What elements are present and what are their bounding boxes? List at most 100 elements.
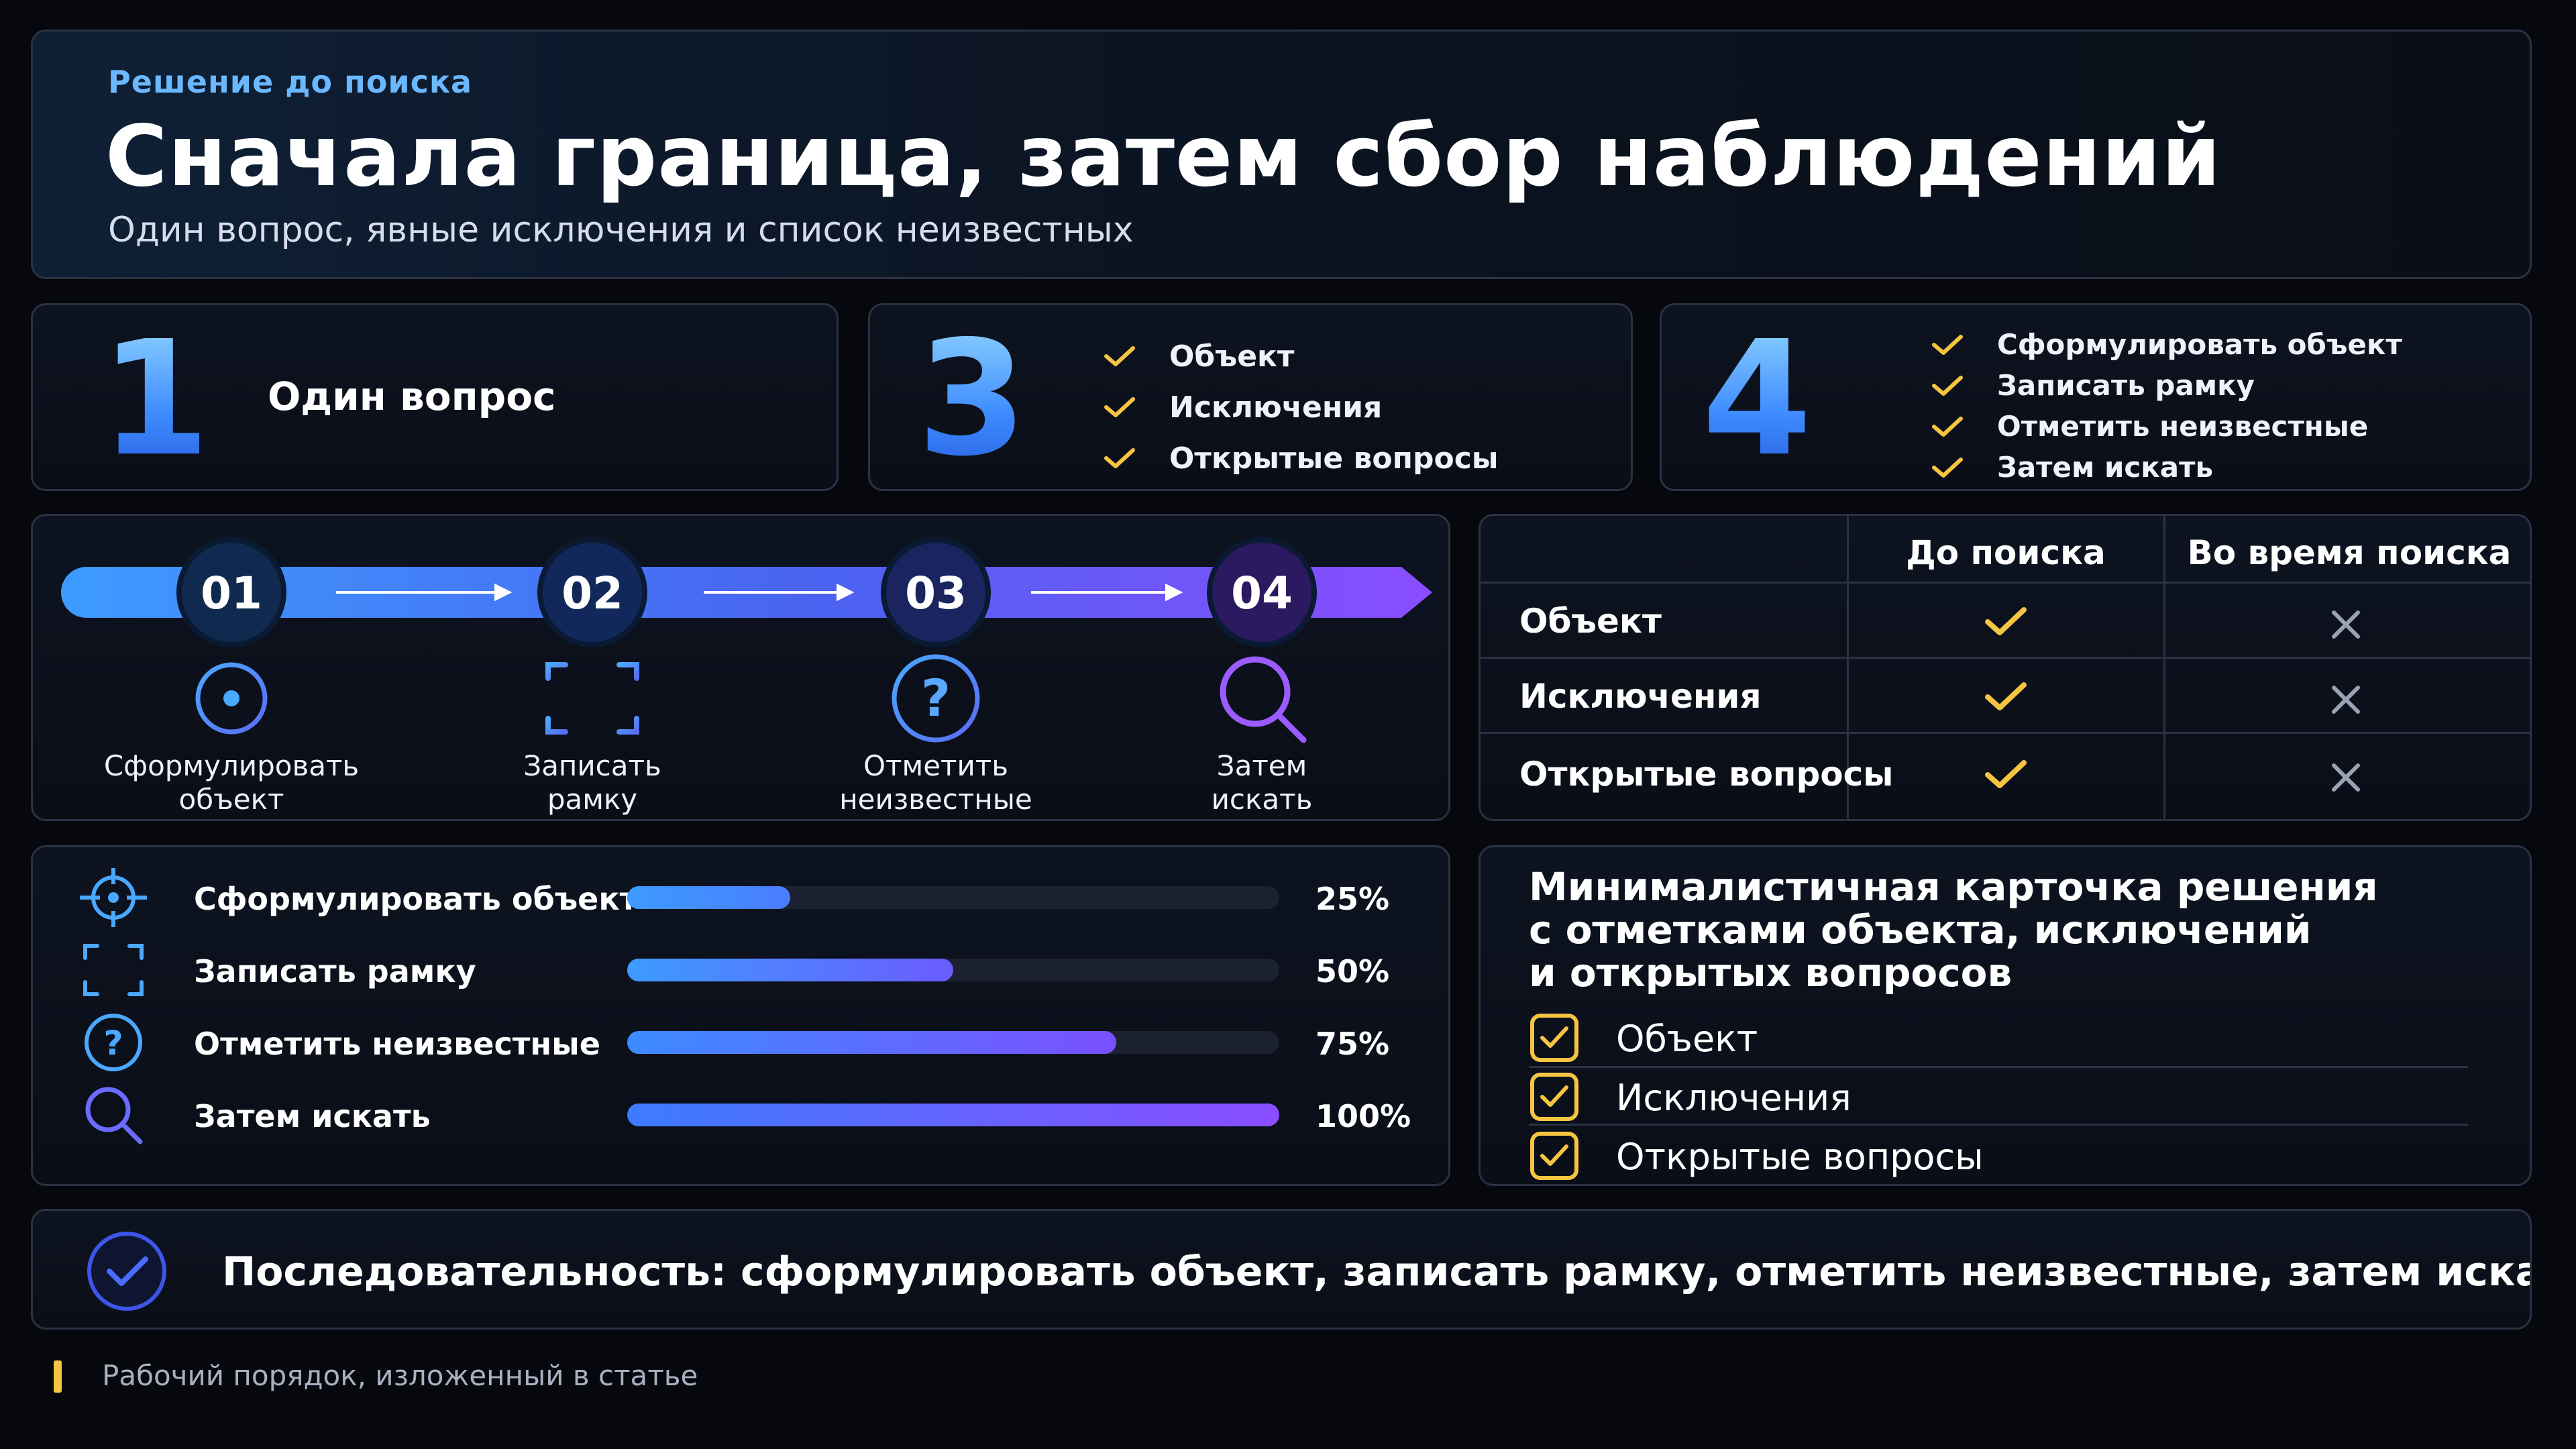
crosshair-icon	[183, 650, 280, 747]
stat-number: 4	[1702, 307, 1813, 491]
caption-text: Рабочий порядок, изложенный в статье	[102, 1359, 698, 1392]
progress-fill	[627, 1031, 1116, 1054]
table-divider	[2163, 516, 2165, 819]
cross-icon	[2332, 610, 2360, 639]
check-icon	[1104, 448, 1135, 468]
check-icon	[1985, 607, 2027, 635]
progress-value: 25%	[1316, 881, 1390, 917]
column-header-during: Во время поиска	[2187, 533, 2512, 572]
progress-track	[627, 886, 1279, 909]
svg-text:?: ?	[921, 668, 951, 728]
check-icon	[1985, 760, 2027, 788]
cross-icon	[2332, 686, 2360, 714]
flow-connector-arrow	[704, 583, 855, 602]
list-item: Сформулировать объект	[1930, 324, 2402, 365]
check-icon	[1932, 375, 1963, 396]
table-divider	[1481, 582, 2530, 584]
check-icon	[1985, 682, 2027, 710]
check-icon	[1104, 346, 1135, 366]
step-label-01: Сформулировать объект	[103, 749, 360, 816]
header-card: Решение до поиска Сначала граница, затем…	[31, 30, 2532, 279]
check-icon	[1932, 416, 1963, 437]
svg-text:?: ?	[103, 1024, 123, 1063]
page-subtitle: Один вопрос, явные исключения и список н…	[108, 210, 1134, 250]
stat-card-one-question: 1 Один вопрос	[31, 303, 839, 491]
summary-text: Последовательность: сформулировать объек…	[222, 1248, 2532, 1295]
progress-row: Затем искать 100%	[33, 1085, 1448, 1145]
comparison-table: До поиска Во время поиска Объект Исключе…	[1479, 514, 2532, 821]
decision-checkbox-row: Открытые вопросы	[1529, 1128, 2481, 1184]
progress-track	[627, 1031, 1279, 1054]
progress-card: Сформулировать объект 25% Записать рамку…	[31, 845, 1450, 1186]
stat-card-three-items: 3 Объект Исключения Открытые вопросы	[868, 303, 1633, 491]
divider	[1529, 1066, 2468, 1068]
step-label-04: Затем искать	[1211, 749, 1313, 816]
caption-accent-bar	[54, 1360, 62, 1393]
crosshair-icon	[80, 868, 147, 927]
stat-label: Один вопрос	[268, 374, 556, 419]
svg-text:02: 02	[561, 568, 623, 619]
progress-fill	[627, 1104, 1279, 1126]
check-list: Сформулировать объект Записать рамку Отм…	[1930, 324, 2402, 488]
frame-corners-icon	[545, 662, 639, 735]
progress-fill	[627, 959, 953, 981]
flow-connector-arrow	[336, 583, 513, 602]
page-title: Сначала граница, затем сбор наблюдений	[105, 107, 2222, 205]
stat-card-four-steps: 4 Сформулировать объект Записать рамку О…	[1660, 303, 2532, 491]
check-circle-icon	[87, 1232, 166, 1311]
svg-text:03: 03	[905, 568, 967, 619]
check-icon	[1932, 334, 1963, 355]
svg-text:04: 04	[1231, 568, 1293, 619]
divider	[1529, 1124, 2468, 1126]
frame-corners-icon	[83, 944, 144, 996]
progress-track	[627, 1104, 1279, 1126]
question-circle-icon: ?	[892, 654, 980, 743]
progress-row: Записать рамку 50%	[33, 940, 1448, 1000]
list-item: Объект	[1102, 331, 1499, 382]
progress-row: ? Отметить неизвестные 75%	[33, 1012, 1448, 1073]
progress-value: 50%	[1316, 953, 1390, 989]
progress-value: 100%	[1316, 1098, 1411, 1134]
checkbox-checked-icon	[1530, 1014, 1578, 1062]
question-circle-icon: ?	[85, 1014, 142, 1071]
decision-card: Минималистичная карточка решения с отмет…	[1479, 845, 2532, 1186]
table-row-label: Объект	[1519, 602, 1662, 641]
check-list: Объект Исключения Открытые вопросы	[1102, 331, 1499, 484]
column-header-before: До поиска	[1906, 533, 2106, 572]
step-label-02: Записать рамку	[523, 749, 661, 816]
eyebrow-label: Решение до поиска	[108, 64, 473, 100]
step-badge-03: 03	[881, 537, 991, 647]
table-divider	[1481, 732, 2530, 734]
cross-icon	[2332, 763, 2360, 792]
list-item: Затем искать	[1930, 447, 2402, 488]
step-label-03: Отметить неизвестные	[839, 749, 1032, 816]
table-divider	[1847, 516, 1849, 819]
step-badge-01: 01	[176, 537, 286, 647]
list-item: Исключения	[1102, 382, 1499, 433]
svg-text:01: 01	[201, 568, 262, 619]
summary-card: Последовательность: сформулировать объек…	[31, 1209, 2532, 1330]
decision-checkbox-row: Исключения	[1529, 1069, 2481, 1126]
checkbox-checked-icon	[1530, 1132, 1578, 1180]
table-row-label: Исключения	[1519, 677, 1762, 716]
list-item: Отметить неизвестные	[1930, 406, 2402, 447]
table-row-label: Открытые вопросы	[1519, 755, 1894, 794]
checkbox-checked-icon	[1530, 1073, 1578, 1121]
flow-connector-arrow	[1031, 583, 1183, 602]
step-badge-04: 04	[1207, 537, 1317, 647]
magnifier-icon	[85, 1087, 143, 1144]
progress-value: 75%	[1316, 1026, 1390, 1062]
check-icon	[1104, 397, 1135, 417]
list-item: Открытые вопросы	[1102, 433, 1499, 484]
check-icon	[1932, 457, 1963, 478]
progress-fill	[627, 886, 790, 909]
decision-card-title: Минималистичная карточка решения с отмет…	[1529, 864, 2378, 996]
steps-flow-graphic: 01 02 03 04 ?	[61, 537, 1432, 747]
stat-number: 1	[100, 307, 211, 491]
steps-flow-card: 01 02 03 04 ? Сф	[31, 514, 1450, 821]
table-divider	[1481, 657, 2530, 659]
progress-row: Сформулировать объект 25%	[33, 867, 1448, 928]
decision-checkbox-row: Объект	[1529, 1010, 2481, 1067]
progress-track	[627, 959, 1279, 981]
step-badge-02: 02	[537, 537, 647, 647]
